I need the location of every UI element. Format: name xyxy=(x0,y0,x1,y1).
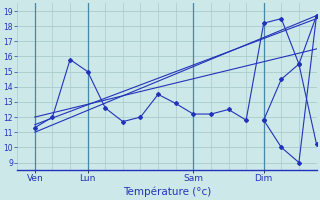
X-axis label: Température (°c): Température (°c) xyxy=(123,186,211,197)
